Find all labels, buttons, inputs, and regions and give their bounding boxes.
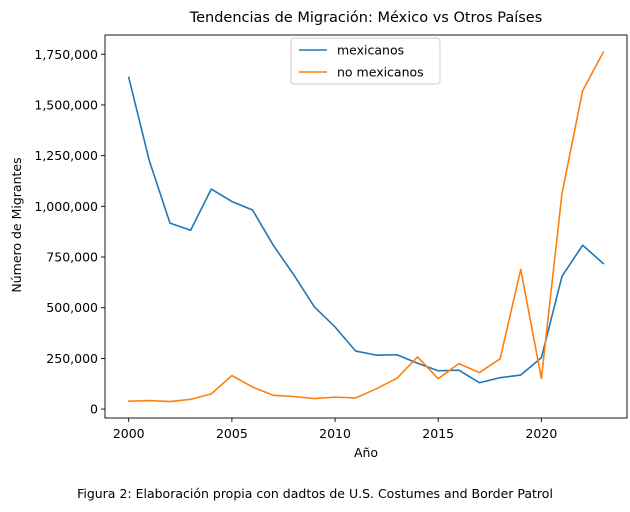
series-line-1 bbox=[127, 51, 605, 403]
x-axis-label: Año bbox=[354, 445, 378, 460]
y-tick-label: 1,000,000 bbox=[34, 199, 98, 214]
axes-frame bbox=[104, 34, 628, 419]
legend: mexicanos no mexicanos bbox=[290, 37, 441, 85]
y-tick-label: 1,500,000 bbox=[34, 97, 98, 112]
y-axis-label: Número de Migrantes bbox=[9, 157, 24, 292]
y-tick-label: 500,000 bbox=[46, 300, 98, 315]
figure-caption: Figura 2: Elaboración propia con dadtos … bbox=[77, 486, 553, 501]
legend-box bbox=[290, 37, 441, 85]
plot-area: 2000 2005 2010 2015 2020 0 250,000 500,000 750,0… bbox=[34, 34, 628, 441]
series-line-0 bbox=[127, 76, 605, 384]
x-tick-label: 2000 bbox=[113, 426, 145, 441]
y-tick-label: 1,250,000 bbox=[34, 148, 98, 163]
y-tick-label: 750,000 bbox=[46, 250, 98, 265]
x-tick-label: 2010 bbox=[319, 426, 351, 441]
y-tick-label: 0 bbox=[90, 402, 98, 417]
line-chart: Tendencias de Migración: México vs Otros… bbox=[9, 10, 628, 460]
x-tick-label: 2015 bbox=[422, 426, 454, 441]
legend-label: mexicanos bbox=[337, 43, 404, 58]
x-tick-label: 2020 bbox=[525, 426, 557, 441]
legend-label: no mexicanos bbox=[337, 65, 424, 80]
y-tick-label: 250,000 bbox=[46, 351, 98, 366]
chart-title: Tendencias de Migración: México vs Otros… bbox=[189, 10, 543, 26]
x-tick-label: 2005 bbox=[216, 426, 248, 441]
y-tick-label: 1,750,000 bbox=[34, 47, 98, 62]
